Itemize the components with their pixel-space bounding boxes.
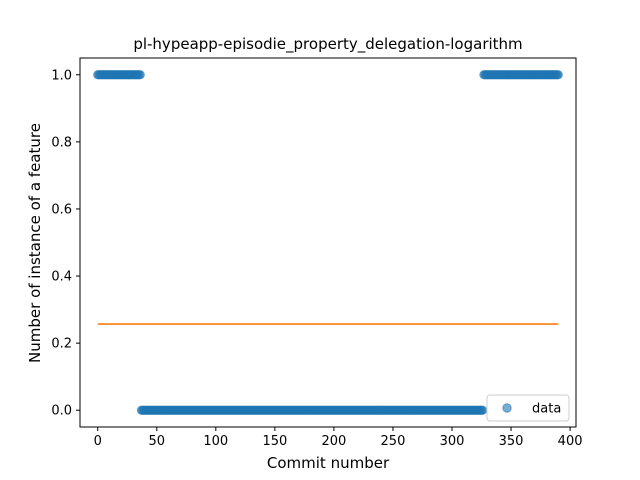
legend-box <box>486 394 570 422</box>
data-point <box>478 405 488 415</box>
x-tick-label: 100 <box>203 434 228 449</box>
scatter-series-data <box>93 70 563 415</box>
plot-frame <box>79 57 577 428</box>
y-tick-label: 0.4 <box>51 270 72 285</box>
y-axis-label: Number of instance of a feature <box>26 123 44 363</box>
data-point <box>553 70 563 80</box>
plot-area: 0 50 100 150 200 250 300 350 400 0.0 0.2 0.4 0.6 0.8 1… <box>51 57 583 449</box>
x-axis-label: Commit number <box>267 454 390 472</box>
y-tick-label: 0.0 <box>51 404 72 419</box>
x-tick-label: 50 <box>148 434 165 449</box>
x-tick-label: 150 <box>262 434 287 449</box>
x-tick-label: 400 <box>558 434 583 449</box>
legend-marker <box>502 403 512 413</box>
y-tick-label: 1.0 <box>51 68 72 83</box>
x-tick-label: 350 <box>499 434 524 449</box>
y-tick-label: 0.2 <box>51 337 72 352</box>
x-tick-label: 250 <box>381 434 406 449</box>
data-point <box>135 70 145 80</box>
legend-label: data <box>532 402 561 417</box>
y-tick-label: 0.8 <box>51 135 72 150</box>
chart-title: pl-hypeapp-episodie_property_delegation-… <box>133 35 522 54</box>
legend: data <box>486 394 570 422</box>
x-tick-label: 300 <box>440 434 465 449</box>
x-tick-label: 200 <box>321 434 346 449</box>
y-tick-label: 0.6 <box>51 202 72 217</box>
x-tick-label: 0 <box>94 434 102 449</box>
